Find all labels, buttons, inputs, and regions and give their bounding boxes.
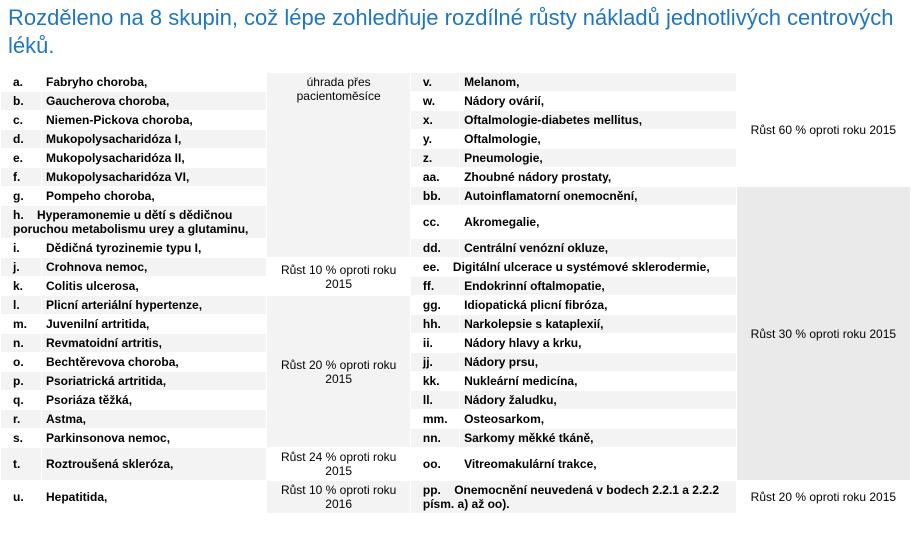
cell-letter: f. <box>1 168 42 187</box>
cell-letter: gg. <box>410 296 459 315</box>
cell-letter: hh. <box>410 315 459 334</box>
cell-name: Roztroušená skleróza, <box>41 448 266 481</box>
cell-name: Endokrinní oftalmopatie, <box>460 277 737 296</box>
cell-letter: e. <box>1 149 42 168</box>
cell-letter: k. <box>1 277 42 296</box>
cell-name: Mukopolysacharidóza I, <box>41 130 266 149</box>
cell-letter: u. <box>1 481 42 514</box>
cell-name: Oftalmologie-diabetes mellitus, <box>460 111 737 130</box>
cell-name: Nádory ovárií, <box>460 92 737 111</box>
rate-30-2015: Růst 30 % oproti roku 2015 <box>736 187 910 481</box>
cell-name: Psoriatrická artritida, <box>41 372 266 391</box>
cell-letter: a. <box>1 73 42 92</box>
cell-name: Akromegalie, <box>460 206 737 239</box>
rate-60-2015: Růst 60 % oproti roku 2015 <box>736 73 910 187</box>
cell-name: Zhoubné nádory prostaty, <box>460 168 737 187</box>
cell-name: Idiopatická plicní fibróza, <box>460 296 737 315</box>
cell-ee: ee. Digitální ulcerace u systémové skler… <box>410 258 736 277</box>
cell-name: Plicní arteriální hypertenze, <box>41 296 266 315</box>
cell-name: Osteosarkom, <box>460 410 737 429</box>
rate-patient-months: úhrada přes pacientoměsíce <box>267 73 410 258</box>
cell-letter: l. <box>1 296 42 315</box>
cell-name: Narkolepsie s kataplexií, <box>460 315 737 334</box>
cell-name: Nukleární medicína, <box>460 372 737 391</box>
cell-name: Dědičná tyrozinemie typu I, <box>41 239 266 258</box>
cell-name: Parkinsonova nemoc, <box>41 429 266 448</box>
page-title: Rozděleno na 8 skupin, což lépe zohledňu… <box>0 0 911 72</box>
cell-letter: ee. <box>423 260 440 274</box>
cell-letter: dd. <box>410 239 459 258</box>
cell-name: Nádory žaludku, <box>460 391 737 410</box>
cell-letter: x. <box>410 111 459 130</box>
cell-letter: h. <box>13 208 24 222</box>
cell-name: Centrální venózní okluze, <box>460 239 737 258</box>
rate-10-2015: Růst 10 % oproti roku 2015 <box>267 258 410 296</box>
cell-letter: jj. <box>410 353 459 372</box>
cell-name: Juvenilní artritida, <box>41 315 266 334</box>
cell-name: Bechtěrevova choroba, <box>41 353 266 372</box>
cell-letter: b. <box>1 92 42 111</box>
rate-10-2016: Růst 10 % oproti roku 2016 <box>267 481 410 514</box>
cell-name: Gaucherova choroba, <box>41 92 266 111</box>
cell-name: Psoriáza těžká, <box>41 391 266 410</box>
cell-letter: ff. <box>410 277 459 296</box>
cell-name: Melanom, <box>460 73 737 92</box>
cell-name: Digitální ulcerace u systémové skleroder… <box>453 260 710 274</box>
cell-letter: kk. <box>410 372 459 391</box>
cell-letter: q. <box>1 391 42 410</box>
cell-name: Pneumologie, <box>460 149 737 168</box>
cell-letter: cc. <box>410 206 459 239</box>
cell-name: Pompeho choroba, <box>41 187 266 206</box>
cell-pp: pp. Onemocnění neuvedená v bodech 2.2.1 … <box>410 481 736 514</box>
cell-name: Nádory prsu, <box>460 353 737 372</box>
cell-letter: bb. <box>410 187 459 206</box>
cell-name: Mukopolysacharidóza II, <box>41 149 266 168</box>
cell-name: Nádory hlavy a krku, <box>460 334 737 353</box>
groups-table: a. Fabryho choroba, úhrada přes paciento… <box>0 72 911 514</box>
cell-name: Hepatitida, <box>41 481 266 514</box>
cell-letter: v. <box>410 73 459 92</box>
cell-letter: s. <box>1 429 42 448</box>
cell-letter: ll. <box>410 391 459 410</box>
rate-24-2015: Růst 24 % oproti roku 2015 <box>267 448 410 481</box>
cell-letter: n. <box>1 334 42 353</box>
cell-name: Colitis ulcerosa, <box>41 277 266 296</box>
cell-letter: j. <box>1 258 42 277</box>
cell-name: Fabryho choroba, <box>41 73 266 92</box>
cell-letter: c. <box>1 111 42 130</box>
cell-name: Hyperamonemie u dětí s dědičnou poruchou… <box>13 208 248 236</box>
cell-name: Oftalmologie, <box>460 130 737 149</box>
cell-letter: pp. <box>423 483 441 497</box>
cell-name: Crohnova nemoc, <box>41 258 266 277</box>
cell-letter: m. <box>1 315 42 334</box>
cell-letter: d. <box>1 130 42 149</box>
cell-letter: g. <box>1 187 42 206</box>
cell-letter: mm. <box>410 410 459 429</box>
cell-letter: aa. <box>410 168 459 187</box>
cell-name: Autoinflamatorní onemocnění, <box>460 187 737 206</box>
cell-name: Vitreomakulární trakce, <box>460 448 737 481</box>
cell-name: Niemen-Pickova choroba, <box>41 111 266 130</box>
cell-name: Revmatoidní artritis, <box>41 334 266 353</box>
cell-letter: r. <box>1 410 42 429</box>
cell-letter: p. <box>1 372 42 391</box>
cell-letter: i. <box>1 239 42 258</box>
cell-name: Mukopolysacharidóza VI, <box>41 168 266 187</box>
cell-letter: nn. <box>410 429 459 448</box>
cell-letter: t. <box>1 448 42 481</box>
cell-letter: ii. <box>410 334 459 353</box>
cell-letter: z. <box>410 149 459 168</box>
cell-letter: y. <box>410 130 459 149</box>
cell-letter: oo. <box>410 448 459 481</box>
rate-20-2015: Růst 20 % oproti roku 2015 <box>267 296 410 448</box>
cell-h: h. Hyperamonemie u dětí s dědičnou poruc… <box>1 206 267 239</box>
rate-20-2015b: Růst 20 % oproti roku 2015 <box>736 481 910 514</box>
cell-name: Onemocnění neuvedená v bodech 2.2.1 a 2.… <box>423 483 719 511</box>
cell-letter: o. <box>1 353 42 372</box>
cell-name: Sarkomy měkké tkáně, <box>460 429 737 448</box>
cell-letter: w. <box>410 92 459 111</box>
cell-name: Astma, <box>41 410 266 429</box>
